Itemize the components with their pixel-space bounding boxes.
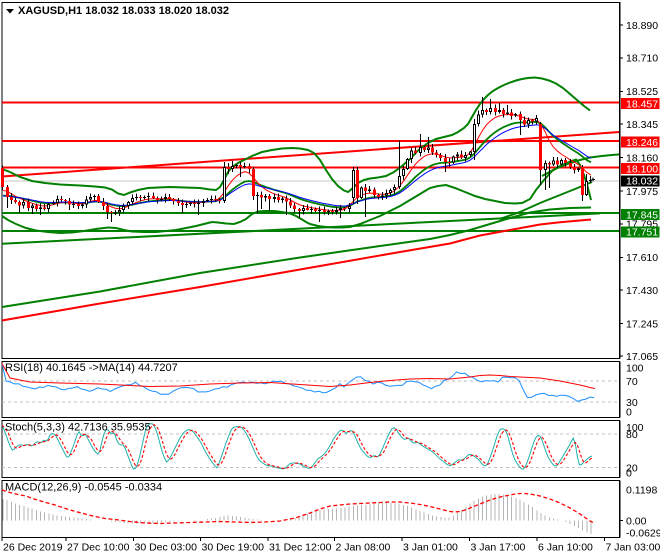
svg-text:7 Jan 03:00: 7 Jan 03:00 — [606, 542, 660, 554]
svg-text:30 Dec 03:00: 30 Dec 03:00 — [135, 542, 198, 554]
svg-text:80: 80 — [626, 429, 638, 441]
svg-text:18.246: 18.246 — [626, 137, 658, 149]
svg-text:-0.0629: -0.0629 — [626, 528, 660, 540]
svg-text:18.032: 18.032 — [626, 176, 658, 188]
svg-text:3 Jan 01:00: 3 Jan 01:00 — [403, 542, 458, 554]
svg-text:17.610: 17.610 — [626, 252, 658, 264]
svg-text:0: 0 — [626, 407, 632, 419]
svg-text:17.751: 17.751 — [626, 227, 658, 239]
svg-text:17.245: 17.245 — [626, 318, 658, 330]
svg-text:30 Dec 19:00: 30 Dec 19:00 — [202, 542, 265, 554]
svg-text:18.710: 18.710 — [626, 53, 658, 65]
svg-text:18.345: 18.345 — [626, 119, 658, 131]
svg-text:18.457: 18.457 — [626, 99, 658, 111]
svg-text:Stoch(5,3,3) 42.7136 35.9535: Stoch(5,3,3) 42.7136 35.9535 — [5, 422, 151, 434]
svg-text:0.1198: 0.1198 — [626, 484, 657, 496]
svg-text:2 Jan 08:00: 2 Jan 08:00 — [336, 542, 391, 554]
svg-text:RSI(18) 40.1645 ->MA(14) 44.7: RSI(18) 40.1645 ->MA(14) 44.7207 — [5, 362, 178, 374]
svg-text:6 Jan 10:00: 6 Jan 10:00 — [538, 542, 593, 554]
svg-text:17.975: 17.975 — [626, 186, 658, 198]
svg-text:18.100: 18.100 — [626, 163, 658, 175]
svg-text:100: 100 — [626, 422, 644, 434]
svg-text:XAGUSD,H1 18.032 18.033 18.02: XAGUSD,H1 18.032 18.033 18.020 18.032 — [18, 5, 229, 17]
svg-text:18.890: 18.890 — [626, 20, 658, 32]
svg-text:31 Dec 12:00: 31 Dec 12:00 — [269, 542, 332, 554]
svg-text:3 Jan 17:00: 3 Jan 17:00 — [471, 542, 526, 554]
svg-text:17.845: 17.845 — [626, 210, 658, 222]
svg-text:70: 70 — [626, 376, 638, 388]
svg-text:17.430: 17.430 — [626, 285, 658, 297]
svg-text:0: 0 — [626, 467, 632, 479]
svg-text:100: 100 — [626, 362, 644, 374]
svg-text:26 Dec 2019: 26 Dec 2019 — [3, 542, 63, 554]
svg-text:0.00: 0.00 — [626, 515, 647, 527]
svg-text:20: 20 — [626, 462, 638, 474]
svg-text:30: 30 — [626, 397, 638, 409]
svg-text:18.525: 18.525 — [626, 86, 658, 98]
svg-text:MACD(12,26,9) -0.0545 -0.0334: MACD(12,26,9) -0.0545 -0.0334 — [5, 482, 162, 494]
svg-text:27 Dec 10:00: 27 Dec 10:00 — [67, 542, 130, 554]
svg-text:18.160: 18.160 — [626, 152, 658, 164]
svg-text:17.065: 17.065 — [626, 351, 658, 363]
